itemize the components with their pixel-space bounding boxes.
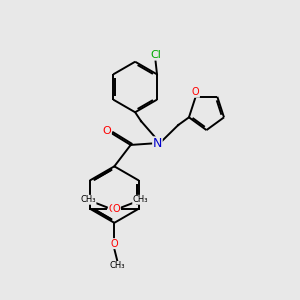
Text: O: O bbox=[103, 126, 111, 136]
Text: O: O bbox=[192, 87, 200, 97]
Text: O: O bbox=[113, 204, 120, 214]
Text: O: O bbox=[110, 238, 118, 249]
Text: CH₃: CH₃ bbox=[133, 195, 148, 204]
Text: Cl: Cl bbox=[150, 50, 161, 60]
Text: CH₃: CH₃ bbox=[80, 195, 96, 204]
Text: CH₃: CH₃ bbox=[110, 261, 125, 270]
Text: O: O bbox=[108, 204, 116, 214]
Text: N: N bbox=[153, 137, 162, 150]
